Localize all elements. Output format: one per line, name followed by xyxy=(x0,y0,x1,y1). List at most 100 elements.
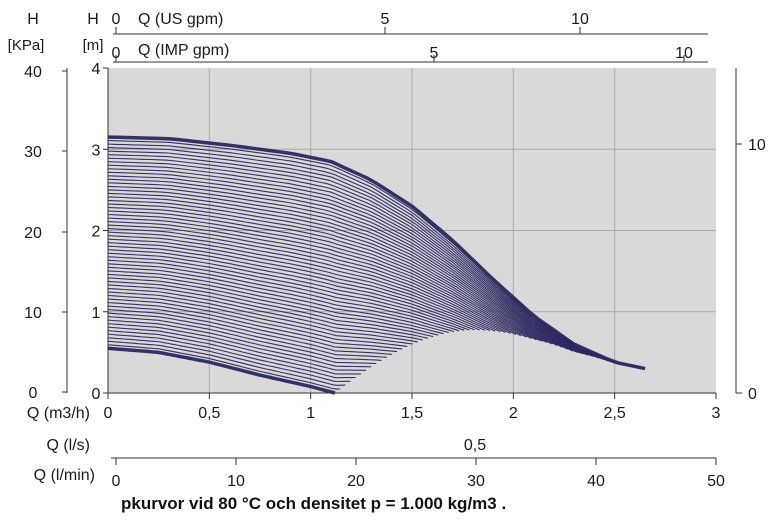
q-lmin-label: Q (l/min) xyxy=(34,467,95,484)
q-m3h-tick-label: 1 xyxy=(306,405,315,422)
q-lmin-tick-label: 40 xyxy=(587,473,605,490)
pump-curve xyxy=(107,185,573,352)
q-imp-tick-label: 10 xyxy=(675,45,693,62)
q-ls-label: Q (l/s) xyxy=(46,437,90,454)
q-lmin-tick-label: 30 xyxy=(467,473,485,490)
pump-curve xyxy=(107,224,517,335)
pump-curve xyxy=(107,280,434,338)
pump-curve xyxy=(107,312,387,358)
pump-curve xyxy=(107,168,599,359)
pump-curve xyxy=(107,178,584,355)
q-lmin-tick-label: 10 xyxy=(227,473,245,490)
pump-curve xyxy=(107,259,465,331)
q-us-tick-label: 5 xyxy=(381,11,390,28)
q-m3h-tick-label: 1,5 xyxy=(401,405,423,422)
axis-labels: H [KPa] H [m] Q (US gpm) Q (IMP gpm) Q (m3/h) Q… xyxy=(8,11,230,484)
right-tick-label: 10 xyxy=(748,137,766,154)
pump-curve xyxy=(107,213,532,340)
q-imp-tick-label: 0 xyxy=(112,45,121,62)
h-m-tick-label: 4 xyxy=(92,61,101,78)
h-m-tick-label: 3 xyxy=(92,142,101,159)
pump-curve xyxy=(107,323,372,368)
pump-curve xyxy=(107,147,630,367)
q-m3h-label: Q (m3/h) xyxy=(27,405,90,422)
pump-curve xyxy=(107,337,351,383)
h-kpa-axis-unit: [KPa] xyxy=(8,37,45,54)
pump-curve xyxy=(107,203,548,343)
h-m-tick-label: 1 xyxy=(92,305,101,322)
pump-curve xyxy=(107,175,589,356)
pump-curve xyxy=(107,182,579,354)
pump-curve xyxy=(107,305,398,353)
pump-curve xyxy=(107,294,413,345)
pump-curve xyxy=(107,157,615,364)
pump-curve xyxy=(107,171,594,357)
h-kpa-axis-label: H xyxy=(27,11,39,28)
q-us-tick-label: 0 xyxy=(112,11,121,28)
pump-curve xyxy=(107,316,382,361)
pump-curve xyxy=(107,309,392,355)
pump-curve xyxy=(107,249,480,331)
h-m-axis-label: H xyxy=(87,11,99,28)
pump-curve xyxy=(107,344,341,390)
pump-curve xyxy=(107,284,429,339)
pump-curve xyxy=(107,231,506,333)
q-m3h-tick-label: 2,5 xyxy=(604,405,626,422)
pump-curve xyxy=(107,150,625,366)
pump-curve xyxy=(107,263,460,332)
pump-curve xyxy=(107,221,522,337)
h-kpa-tick-label: 40 xyxy=(24,64,42,81)
q-imp-gpm-label: Q (IMP gpm) xyxy=(138,42,229,59)
pump-curve xyxy=(107,298,408,347)
pump-curve xyxy=(107,252,475,331)
pump-curve xyxy=(107,154,620,365)
q-us-tick-label: 10 xyxy=(571,11,589,28)
curve-family xyxy=(107,135,646,395)
pump-curve xyxy=(107,192,563,348)
q-lmin-tick-label: 0 xyxy=(112,473,121,490)
pump-curve xyxy=(107,189,568,350)
q-ls-tick-label: 0,5 xyxy=(464,437,486,454)
pump-curve xyxy=(107,277,439,336)
right-tick-label: 0 xyxy=(748,386,757,403)
pump-curve xyxy=(107,287,423,341)
q-lmin-tick-label: 50 xyxy=(707,473,725,490)
pump-curve xyxy=(107,206,542,342)
pump-curve xyxy=(107,340,346,386)
pump-curve xyxy=(107,256,470,331)
pump-curve xyxy=(107,228,511,334)
pump-curve xyxy=(107,330,361,375)
pump-curve xyxy=(107,270,449,334)
chart-caption: pkurvor vid 80 °C och densitet p = 1.000… xyxy=(121,494,507,513)
q-imp-tick-label: 5 xyxy=(430,45,439,62)
q-m3h-tick-label: 3 xyxy=(712,405,721,422)
h-m-axis-unit: [m] xyxy=(83,37,104,54)
pump-curve xyxy=(107,346,336,395)
pump-curve xyxy=(107,242,491,332)
q-lmin-tick-label: 20 xyxy=(347,473,365,490)
pump-curve xyxy=(107,291,418,343)
h-kpa-tick-label: 10 xyxy=(24,305,42,322)
q-us-gpm-label: Q (US gpm) xyxy=(138,11,223,28)
h-m-tick-label: 2 xyxy=(92,224,101,241)
pump-curve xyxy=(107,238,496,332)
q-m3h-tick-label: 0 xyxy=(104,405,113,422)
h-kpa-tick-label: 30 xyxy=(24,144,42,161)
h-m-tick-label: 0 xyxy=(92,386,101,403)
pump-curve xyxy=(107,245,486,331)
q-m3h-tick-label: 2 xyxy=(509,405,518,422)
pump-curve xyxy=(107,164,604,360)
pump-curve xyxy=(107,210,537,341)
pump-curve xyxy=(107,301,403,350)
h-kpa-tick-label: 20 xyxy=(24,225,42,242)
pump-curve xyxy=(107,235,501,333)
pump-curve xyxy=(107,161,610,362)
pump-curve xyxy=(107,196,558,346)
pump-curve xyxy=(107,135,646,371)
pump-curve xyxy=(107,266,455,333)
pump-curve xyxy=(107,326,366,371)
pump-curve xyxy=(107,199,553,345)
q-m3h-tick-label: 0,5 xyxy=(198,405,220,422)
